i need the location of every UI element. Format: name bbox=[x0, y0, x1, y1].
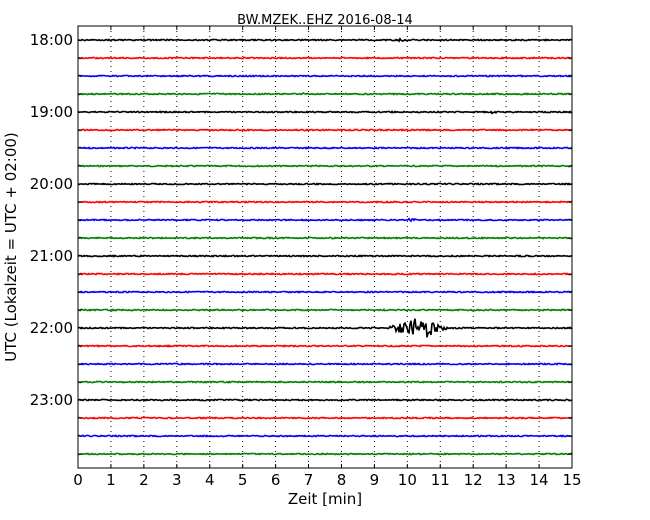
x-tick-label: 9 bbox=[370, 471, 380, 489]
x-tick-label: 3 bbox=[172, 471, 182, 489]
x-tick-label: 15 bbox=[562, 471, 581, 489]
trace-2215 bbox=[77, 344, 573, 348]
plot-frame bbox=[77, 25, 573, 469]
trace-2230 bbox=[77, 362, 573, 366]
x-tick-label: 14 bbox=[530, 471, 549, 489]
trace-1845 bbox=[77, 92, 573, 96]
y-tick-label: 22:00 bbox=[30, 319, 73, 337]
chart-title: BW.MZEK..EHZ 2016-08-14 bbox=[237, 13, 413, 28]
y-tick-label: 23:00 bbox=[30, 391, 73, 409]
y-tick-label: 18:00 bbox=[30, 31, 73, 49]
trace-2000 bbox=[77, 182, 573, 186]
trace-1930 bbox=[77, 146, 573, 150]
trace-1815 bbox=[77, 56, 573, 60]
trace-2045 bbox=[77, 236, 573, 240]
y-axis-label: UTC (Lokalzeit = UTC + 02:00) bbox=[2, 132, 20, 362]
trace-2145 bbox=[77, 308, 573, 312]
x-tick-label: 6 bbox=[271, 471, 281, 489]
y-tick-label: 21:00 bbox=[30, 247, 73, 265]
x-tick-label: 8 bbox=[337, 471, 347, 489]
trace-2300 bbox=[78, 398, 573, 402]
trace-1800 bbox=[77, 37, 573, 43]
x-tick-label: 0 bbox=[73, 471, 83, 489]
trace-2200 bbox=[77, 318, 573, 338]
trace-2330 bbox=[78, 434, 573, 438]
trace-2345 bbox=[77, 452, 573, 456]
y-tick-label: 20:00 bbox=[30, 175, 73, 193]
x-tick-label: 12 bbox=[464, 471, 483, 489]
x-axis-label: Zeit [min] bbox=[288, 490, 362, 508]
x-tick-label: 5 bbox=[238, 471, 248, 489]
trace-1945 bbox=[77, 164, 573, 168]
trace-2245 bbox=[77, 380, 573, 384]
x-tick-label: 11 bbox=[431, 471, 450, 489]
trace-2115 bbox=[77, 272, 572, 276]
y-tick-label: 19:00 bbox=[30, 103, 73, 121]
trace-1915 bbox=[77, 128, 573, 132]
x-tick-label: 4 bbox=[205, 471, 215, 489]
trace-2030 bbox=[77, 217, 573, 223]
trace-1900 bbox=[77, 110, 573, 115]
x-tick-label: 7 bbox=[304, 471, 314, 489]
x-tick-label: 10 bbox=[398, 471, 417, 489]
trace-2015 bbox=[77, 200, 573, 204]
trace-2315 bbox=[78, 416, 573, 420]
x-tick-label: 13 bbox=[497, 471, 516, 489]
trace-1830 bbox=[77, 74, 573, 78]
x-tick-label: 2 bbox=[139, 471, 149, 489]
trace-2130 bbox=[77, 290, 573, 294]
trace-2100 bbox=[77, 254, 573, 258]
x-tick-label: 1 bbox=[106, 471, 116, 489]
